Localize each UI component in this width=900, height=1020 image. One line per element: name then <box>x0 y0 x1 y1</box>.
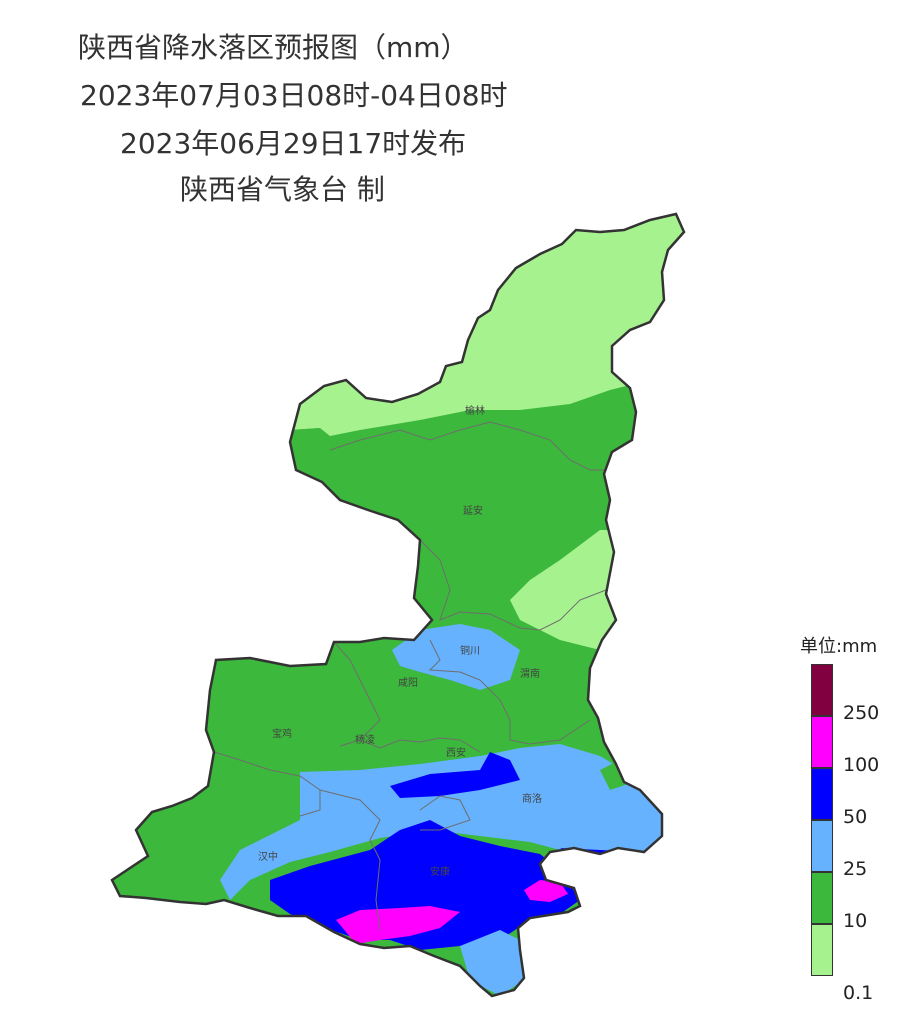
zone-100-250-b <box>524 880 568 902</box>
legend-swatch <box>811 924 833 976</box>
city-label: 铜川 <box>460 645 480 657</box>
city-label: 商洛 <box>522 792 542 805</box>
zone-50-100-xian <box>390 752 520 798</box>
legend-swatch <box>811 768 833 820</box>
city-label: 宝鸡 <box>272 727 292 740</box>
city-labels: 榆林 延安 铜川 咸阳 渭南 宝鸡 杨凌 西安 商洛 汉中 安康 <box>258 404 542 878</box>
issuer: 陕西省气象台 制 <box>180 173 385 206</box>
city-label: 西安 <box>446 746 466 759</box>
city-boundaries <box>213 421 607 931</box>
legend-label: 0.1 <box>843 982 874 1004</box>
city-label: 安康 <box>430 865 450 878</box>
city-label: 榆林 <box>465 404 485 417</box>
city-label: 延安 <box>463 504 483 517</box>
legend-swatch <box>811 716 833 768</box>
map-title: 陕西省降水落区预报图（mm） <box>78 31 469 64</box>
legend-swatch <box>811 820 833 872</box>
zone-25-50-tongchuan <box>392 624 520 690</box>
city-label: 汉中 <box>258 850 278 863</box>
legend-label: 50 <box>843 806 868 828</box>
zone-0.1-10-east <box>510 530 640 650</box>
city-label: 渭南 <box>520 667 540 680</box>
issue-time: 2023年06月29日17时发布 <box>120 127 467 160</box>
legend-swatch <box>811 872 833 924</box>
zone-25-50-south <box>220 744 670 900</box>
forecast-period: 2023年07月03日08时-04日08时 <box>80 79 508 112</box>
legend-label: 250 <box>843 702 880 724</box>
zone-100-250-a <box>336 906 460 944</box>
city-label: 杨凌 <box>355 733 375 746</box>
legend-title: 单位:mm <box>800 636 878 657</box>
legend-label: 100 <box>843 754 880 776</box>
legend-swatch <box>811 664 833 716</box>
legend-label: 10 <box>843 910 868 932</box>
legend-label: 25 <box>843 858 868 880</box>
city-label: 咸阳 <box>398 677 418 689</box>
